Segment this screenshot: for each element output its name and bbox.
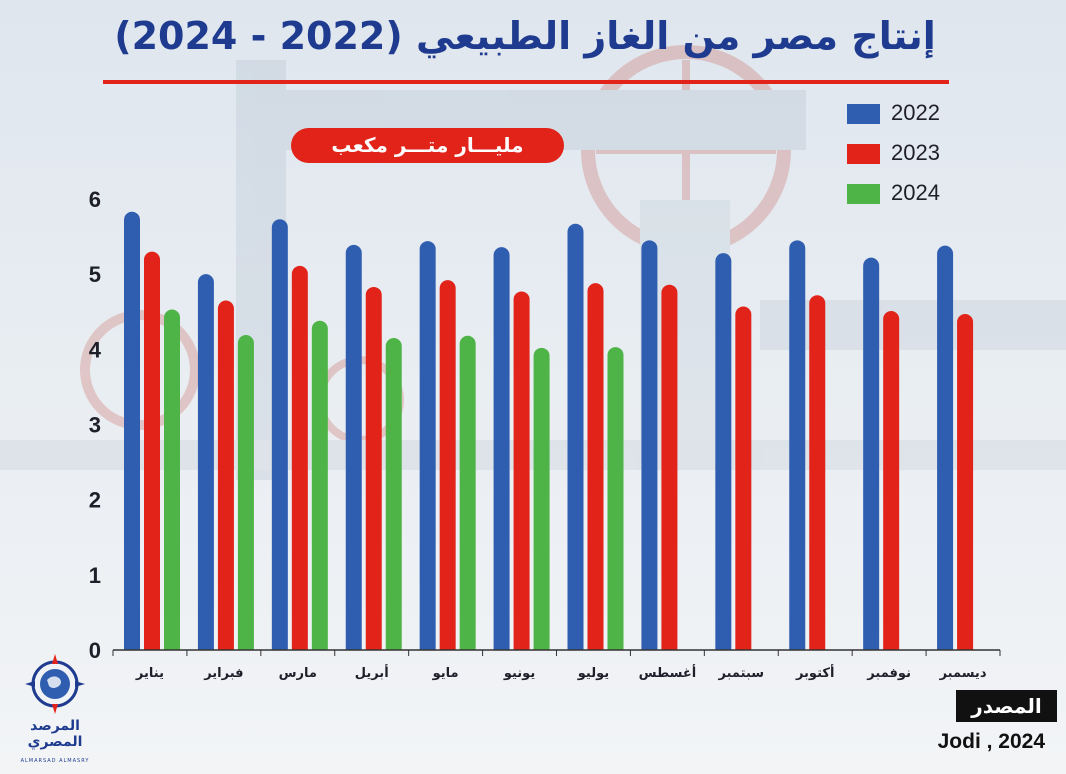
y-tick-label: 3 <box>89 413 101 438</box>
logo-name-line1: المرصد <box>30 718 80 734</box>
source-text: Jodi , 2024 <box>937 730 1045 753</box>
bar-2024-3 <box>311 320 328 650</box>
bar-2022-2 <box>197 274 214 650</box>
x-tick-label: أكتوبر <box>795 664 834 681</box>
bar-2022-8 <box>641 240 658 650</box>
x-tick-label: يوليو <box>577 666 609 681</box>
x-tick-label: أغسطس <box>639 664 697 681</box>
x-tick-label: مايو <box>432 666 459 681</box>
x-tick-label: يناير <box>135 666 164 681</box>
bar-2024-5 <box>459 335 476 650</box>
title-underline <box>103 80 949 84</box>
bar-2022-1 <box>124 211 140 651</box>
bar-2023-1 <box>144 251 160 650</box>
bar-2023-6 <box>513 291 530 650</box>
logo-name-english: ALMARSAD ALMASRY <box>20 758 90 764</box>
y-tick-label: 6 <box>89 187 101 212</box>
x-tick-label: أبريل <box>355 664 389 681</box>
legend-swatch-2022 <box>847 104 880 124</box>
logo-emblem <box>25 654 85 714</box>
bar-2023-8 <box>661 284 678 650</box>
x-tick-label: فبراير <box>203 666 243 681</box>
legend-label-2024: 2024 <box>891 180 940 205</box>
bar-2022-3 <box>271 219 288 651</box>
legend-item-2024: 2024 <box>847 180 967 220</box>
bar-2023-10 <box>809 295 826 650</box>
bar-2024-4 <box>385 338 402 650</box>
x-tick-label: ديسمبر <box>939 666 987 681</box>
y-tick-label: 2 <box>89 488 101 513</box>
bar-2024-6 <box>533 347 550 650</box>
x-tick-label: يونيو <box>503 666 535 681</box>
bar-2022-11 <box>863 257 880 650</box>
bar-2022-6 <box>493 247 510 650</box>
bar-2022-4 <box>345 244 362 650</box>
bar-2024-1 <box>164 309 180 650</box>
bar-2023-4 <box>365 286 382 650</box>
bar-2022-7 <box>567 223 584 650</box>
bar-2022-9 <box>715 253 732 650</box>
bar-2023-3 <box>291 265 308 650</box>
x-tick-label: مارس <box>279 666 317 681</box>
bar-2023-2 <box>217 300 234 650</box>
x-tick-label: نوفمبر <box>866 666 911 681</box>
x-tick-label: سبتمبر <box>718 666 765 681</box>
bar-2023-9 <box>735 306 752 650</box>
bar-2023-5 <box>439 280 456 650</box>
bar-2023-7 <box>587 283 604 650</box>
bar-2022-5 <box>419 241 436 651</box>
legend-swatch-2023 <box>847 144 880 164</box>
legend-item-2023: 2023 <box>847 140 967 180</box>
unit-label: مليـــار متـــر مكعب <box>291 128 564 163</box>
bar-2024-2 <box>237 335 254 650</box>
y-tick-label: 0 <box>89 638 101 663</box>
source-label: المصدر <box>956 690 1057 722</box>
logo-name-line2: المصري <box>27 734 83 750</box>
legend: 2022 2023 2024 <box>847 100 967 220</box>
y-tick-label: 1 <box>89 563 101 588</box>
legend-item-2022: 2022 <box>847 100 967 140</box>
bar-2022-12 <box>937 245 954 650</box>
bar-2023-11 <box>883 310 900 650</box>
y-tick-label: 4 <box>89 337 102 362</box>
legend-label-2022: 2022 <box>891 100 940 125</box>
legend-label-2023: 2023 <box>891 140 940 165</box>
bar-2023-12 <box>957 314 974 650</box>
bar-2022-10 <box>789 240 806 650</box>
logo-name-arabic: المرصد المصري <box>14 718 96 750</box>
chart-title: إنتاج مصر من الغاز الطبيعي (2022 - 2024) <box>114 14 936 58</box>
bar-2024-7 <box>607 347 624 650</box>
y-tick-label: 5 <box>89 262 101 287</box>
legend-swatch-2024 <box>847 184 880 204</box>
